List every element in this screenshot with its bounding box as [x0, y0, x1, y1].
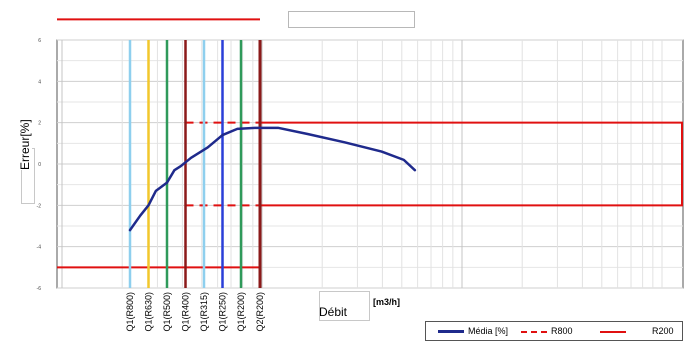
- y-axis-label: Erreur[%]: [18, 119, 32, 170]
- legend-label-r200: R200: [652, 326, 674, 336]
- marker-label: Q1(R315): [199, 292, 209, 332]
- marker-label: Q1(R630): [144, 292, 154, 332]
- series-line-media: [128, 126, 417, 232]
- x-axis-label-box: [319, 291, 370, 321]
- marker-label: Q2(R200): [255, 292, 265, 332]
- legend-swatch-r200: [600, 331, 626, 333]
- y-tick-label: -2: [37, 203, 42, 209]
- legend-label-r800: R800: [551, 326, 573, 336]
- series-layer: [128, 126, 417, 232]
- y-axis-ticks: -6 -4 -2 0 2 4 6: [37, 38, 42, 292]
- marker-label: Q1(R800): [125, 292, 135, 332]
- x-marker-labels: Q1(R800) Q1(R630) Q1(R500) Q1(R400) Q1(R315)…: [125, 292, 265, 332]
- legend-swatch-r800: [521, 331, 547, 333]
- marker-label: Q1(R250): [218, 292, 228, 332]
- marker-label: Q1(R500): [162, 292, 172, 332]
- marker-label: Q1(R200): [236, 292, 246, 332]
- grid: [57, 39, 683, 289]
- y-tick-label: 4: [38, 79, 41, 85]
- limit-lines: [57, 18, 683, 269]
- chart-title-box: [288, 11, 415, 28]
- y-tick-label: -4: [37, 245, 42, 251]
- y-tick-label: 6: [38, 38, 41, 44]
- y-tick-label: -6: [37, 286, 42, 292]
- marker-label: Q1(R400): [181, 292, 191, 332]
- legend-swatch-media: [438, 330, 464, 333]
- y-tick-label: 2: [38, 121, 41, 127]
- y-tick-label: 0: [38, 162, 41, 168]
- q-markers: [128, 40, 262, 288]
- x-axis-unit: [m3/h]: [373, 297, 400, 307]
- legend-label-media: Média [%]: [468, 326, 509, 336]
- x-axis-label: Débit: [319, 305, 348, 319]
- legend: Média [%] R800 R200: [425, 321, 683, 341]
